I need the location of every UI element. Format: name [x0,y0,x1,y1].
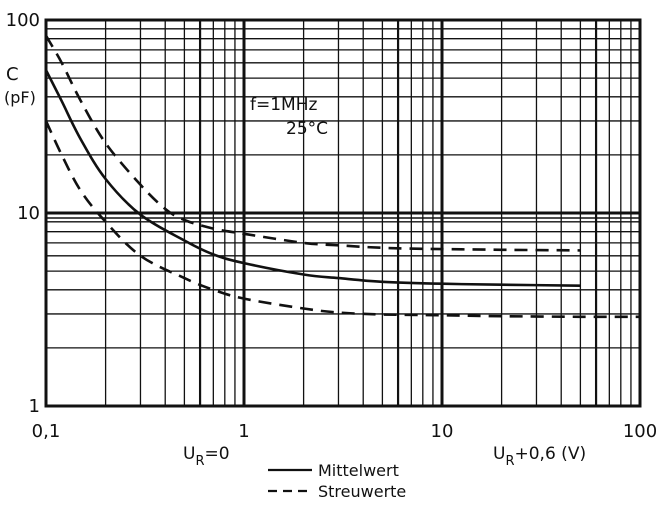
series-layer [44,34,641,319]
y-axis-label-unit: (pF) [4,88,36,107]
y-axis-label-symbol: C [6,64,19,85]
series-line-streuwerte-2 [44,120,641,319]
legend: Mittelwert Streuwerte [268,461,406,501]
x-tick-label: 100 [623,421,657,442]
x-tick-label: 0,1 [32,421,61,442]
series-line-mittelwert [44,69,581,287]
annotation-temperature: 25°C [286,119,328,139]
plot-frame [44,18,642,408]
x-tick-label: 1 [238,421,249,442]
legend-label-streuwerte: Streuwerte [318,482,406,501]
grid [44,18,642,408]
x-axis-label-left: UR=0 [183,444,230,469]
x-tick-label: 10 [431,421,454,442]
series-line-streuwerte-1 [44,34,581,252]
legend-label-mittelwert: Mittelwert [318,461,399,480]
y-tick-label: 100 [6,10,40,31]
y-tick-label: 10 [17,203,40,224]
y-tick-label: 1 [29,396,40,417]
annotation-frequency: f=1MHz [250,95,317,115]
axis-tick-labels: 0,1 1 10 100 1 10 100 [6,10,658,442]
x-axis-label-right: UR+0,6 (V) [493,444,586,469]
